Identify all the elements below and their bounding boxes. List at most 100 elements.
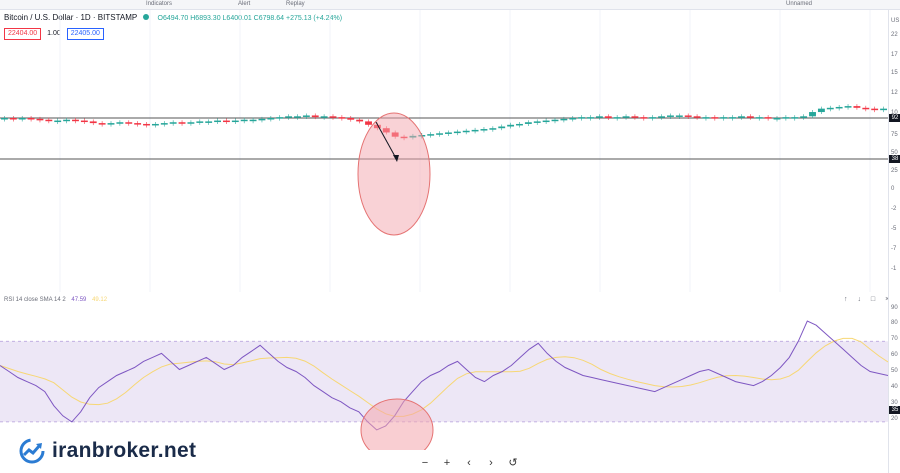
symbol-title[interactable]: Bitcoin / U.S. Dollar · 1D · BITSTAMP [4,13,138,22]
candle [143,123,150,126]
candle [498,126,506,129]
spread-value: 1.00 [47,30,61,37]
candle [89,121,97,124]
candle [640,117,648,119]
candle [356,119,364,122]
candle [445,132,452,134]
price-axis[interactable]: US 22 17 15 12 10 75 50 25 0 -2 -5 -7 -1 92 38 90 80 70 60 5… [888,10,900,473]
candle [285,116,293,118]
sell-price-button[interactable]: 22404.00 [4,28,42,40]
maximize-icon[interactable]: □ [870,296,876,303]
candle [338,117,346,119]
price-chart-pane[interactable] [0,10,888,292]
candle [826,107,834,110]
candle [462,130,470,133]
candle [533,121,541,123]
candle [516,123,523,126]
zoom-in-button[interactable]: + [443,457,451,469]
candle [738,116,745,118]
zoom-out-button[interactable]: − [421,457,429,469]
candle [746,116,754,118]
arrow-head-icon [393,155,399,162]
replay-button[interactable]: Replay [286,1,305,7]
alert-button[interactable]: Alert [238,1,251,7]
rsi-axis-label: 40 [891,384,898,390]
candle [844,106,852,108]
candle [205,121,213,123]
rsi-axis-label: 80 [891,320,898,326]
candle [578,117,586,119]
candle [871,108,879,111]
candle [1,118,8,120]
chart-navigation: − + ‹ › ↺ [414,455,524,471]
candle [258,118,266,121]
candle [178,122,186,124]
candle [9,118,17,120]
move-up-icon[interactable]: ↑ [844,296,848,303]
candle [809,112,816,117]
candle [782,117,790,119]
layout-name-button[interactable]: Unnamed [786,1,813,7]
candle [72,119,79,122]
price-axis-label: -5 [891,226,897,232]
trend-logo-icon [19,438,45,464]
candle [249,119,257,122]
move-down-icon[interactable]: ↓ [857,296,861,303]
candle [764,117,772,119]
candle [667,115,674,117]
highlight-ellipse-rsi [360,398,434,450]
candle [214,120,221,123]
candle [791,117,799,119]
candle [160,123,168,125]
candle [18,118,26,120]
candle [693,116,701,118]
candle [267,118,275,120]
candle [658,116,665,118]
candle [755,117,763,119]
candle [480,129,488,131]
rsi-pane[interactable] [0,293,888,450]
candle [63,119,71,122]
candle [240,119,248,122]
price-level-tag: 38 [889,155,900,163]
symbol-legend: Bitcoin / U.S. Dollar · 1D · BITSTAMP O6… [4,13,342,22]
candle [311,115,319,118]
reset-chart-button[interactable]: ↺ [508,457,518,469]
candle [551,119,559,122]
price-axis-label: 15 [891,70,898,76]
candle [542,120,550,123]
candle [151,123,159,126]
rsi-label[interactable]: RSI 14 close SMA 14 2 [4,297,66,303]
close-pane-icon[interactable]: × [885,296,889,303]
candle [54,120,62,123]
candle [631,116,639,118]
rsi-sma-line [0,337,888,417]
buy-price-button[interactable]: 22405.00 [66,28,104,40]
pane-controls: ↑ ↓ □ × [836,296,889,303]
candle [169,122,177,124]
candle [231,120,239,123]
rsi-axis-label: 90 [891,305,898,311]
rsi-axis-label: 20 [891,416,898,422]
price-axis-label: 0 [891,186,895,192]
scroll-right-button[interactable]: › [489,457,493,469]
candle [560,118,568,121]
rsi-band [0,341,888,422]
rsi-sma-value: 49.12 [92,297,108,303]
candle [835,106,843,109]
candle [595,116,603,118]
watermark-logo: iranbroker.net [18,436,196,466]
market-status-icon [143,14,150,20]
highlight-ellipse-main [357,112,431,236]
price-axis-label: 17 [891,52,898,58]
arrow-drawing[interactable] [375,121,398,161]
price-level-tag: 92 [889,114,900,122]
candle [711,117,719,119]
rsi-line [0,320,888,431]
price-axis-label: 22 [891,32,898,38]
candle [347,118,355,120]
candle [98,123,106,125]
scroll-left-button[interactable]: ‹ [467,457,471,469]
ohlc-values: O6494.70 H6893.30 L6400.01 C6798.64 +275… [157,15,343,22]
indicators-button[interactable]: Indicators [146,1,173,7]
